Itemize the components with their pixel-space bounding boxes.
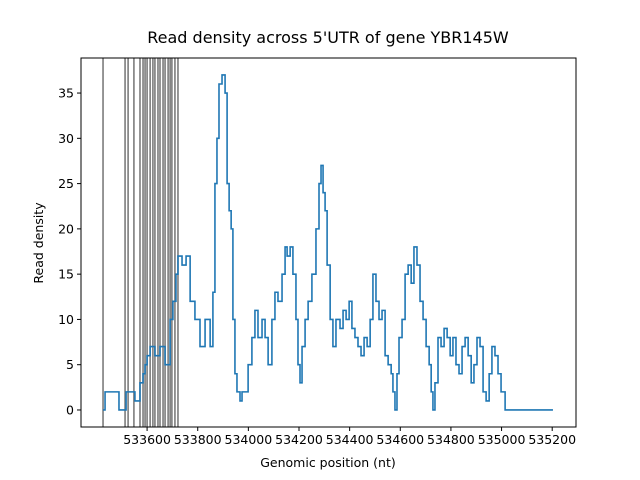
x-tick-label: 533800 <box>174 432 222 447</box>
y-tick-label: 15 <box>58 267 74 282</box>
y-tick-label: 35 <box>58 86 74 101</box>
x-tick-label: 534200 <box>275 432 323 447</box>
x-tick-label: 534400 <box>326 432 374 447</box>
x-tick-label: 534000 <box>225 432 273 447</box>
x-axis-label: Genomic position (nt) <box>260 455 396 470</box>
data-line <box>103 74 553 411</box>
y-tick-label: 30 <box>58 131 74 146</box>
y-tick-label: 20 <box>58 221 74 236</box>
x-tick-label: 535200 <box>528 432 576 447</box>
y-tick-label: 0 <box>66 402 74 417</box>
y-tick-label: 25 <box>58 176 74 191</box>
plot-frame <box>80 57 577 428</box>
y-axis-label: Read density <box>31 202 46 284</box>
chart-title: Read density across 5'UTR of gene YBR145… <box>147 28 509 47</box>
x-tick-label: 534600 <box>376 432 424 447</box>
x-tick-label: 533600 <box>123 432 171 447</box>
y-tick-label: 10 <box>58 312 74 327</box>
x-tick-label: 534800 <box>427 432 475 447</box>
x-tick-label: 535000 <box>478 432 526 447</box>
y-tick-label: 5 <box>66 357 74 372</box>
